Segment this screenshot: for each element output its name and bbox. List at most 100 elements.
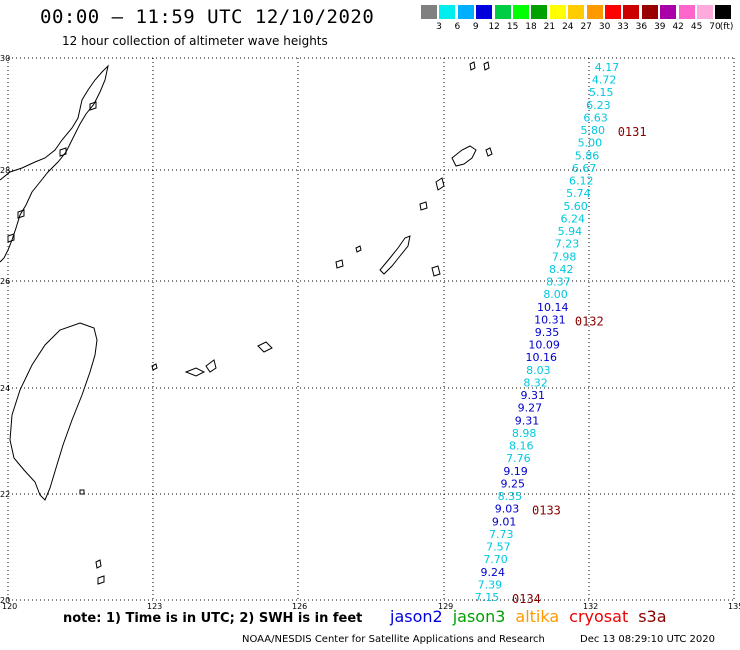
lon-tick-label: 123: [147, 602, 162, 611]
colorbar-swatch: [439, 5, 456, 19]
wave-height-label: 10.16: [526, 351, 558, 364]
colorbar-tick-label: 70: [709, 22, 721, 32]
lat-tick-label: 26: [0, 277, 10, 286]
coastlines: [0, 61, 493, 585]
wave-height-label: 5.86: [575, 149, 600, 162]
colorbar-tick-label: 45: [690, 22, 703, 32]
colorbar-tick-label: 12: [488, 22, 500, 32]
wave-height-label: 7.70: [483, 553, 508, 566]
wave-height-label: 7.57: [486, 541, 511, 554]
colorbar-swatch: [605, 5, 621, 19]
credit-text: NOAA/NESDIS Center for Satellite Applica…: [242, 634, 545, 645]
colorbar-tick-label: 9: [472, 22, 479, 32]
lon-tick-label: 120: [2, 602, 17, 611]
axis-labels: 120 123 126 129 132 135 30 28 26 24 22 20: [0, 54, 740, 611]
wave-height-label: 7.39: [478, 578, 503, 591]
island-j: [79, 489, 85, 495]
colorbar-swatch: [513, 5, 529, 19]
wave-height-label: 10.31: [534, 313, 566, 326]
pass-time-label: 0131: [618, 125, 647, 139]
island-c: [431, 265, 441, 277]
pass-time-label: 0132: [575, 314, 604, 328]
page-title: 00:00 – 11:59 UTC 12/10/2020: [40, 6, 375, 28]
colorbar-swatch: [549, 5, 566, 19]
colorbar-tick-label: 18: [525, 22, 537, 32]
ishigaki-island: [184, 367, 206, 377]
altimeter-track: 4.174.725.156.236.635.805.005.866.676.12…: [475, 61, 647, 606]
note-text: note: 1) Time is in UTC; 2) SWH is in fe…: [63, 611, 363, 626]
island-d: [469, 61, 476, 71]
colorbar-tick-label: 6: [454, 22, 461, 32]
wave-height-label: 7.15: [475, 591, 500, 604]
colorbar-swatch: [586, 5, 603, 19]
wave-height-label: 6.24: [560, 212, 585, 225]
colorbar-swatch: [641, 5, 658, 19]
island-h: [95, 559, 102, 569]
colorbar-swatch: [476, 5, 493, 19]
wave-height-label: 8.37: [546, 276, 571, 289]
wave-height-label: 6.12: [569, 175, 594, 188]
wave-height-label: 8.98: [512, 427, 537, 440]
lon-tick-label: 129: [438, 602, 453, 611]
satellite-legend-item: altika: [515, 607, 560, 626]
wave-height-label: 9.31: [515, 414, 540, 427]
colorbar-swatch: [678, 5, 695, 19]
island-e: [483, 61, 490, 71]
wave-height-label: 10.14: [537, 301, 569, 314]
island-f: [335, 259, 344, 269]
wave-height-label: 5.60: [563, 200, 588, 213]
colorbar-swatch: [494, 5, 511, 19]
wave-height-label: 9.01: [492, 515, 517, 528]
wave-height-label: 8.03: [526, 364, 551, 377]
colorbar-tick-label: 3: [436, 22, 442, 32]
lon-tick-label: 132: [583, 602, 598, 611]
colorbar-swatch: [697, 5, 713, 19]
iriomote-island: [205, 359, 217, 373]
wave-height-label: 6.23: [586, 99, 611, 112]
wave-height-label: 9.35: [535, 326, 560, 339]
wave-height-label: 6.63: [583, 111, 608, 124]
island-b: [485, 147, 493, 157]
wave-height-label: 9.19: [503, 465, 528, 478]
satellite-legend: jason2 jason3 altika cryosat s3a: [390, 607, 677, 626]
wave-height-label: 8.00: [543, 288, 568, 301]
lon-tick-label: 135: [728, 602, 740, 611]
colorbar-swatch: [531, 5, 548, 19]
satellite-legend-item: jason3: [452, 607, 506, 626]
satellite-legend-item: jason2: [390, 607, 443, 626]
wave-height-label: 8.16: [509, 440, 534, 453]
wave-height-label: 4.17: [595, 61, 620, 74]
colorbar-tick-label: 15: [506, 22, 519, 32]
china-coastline: [0, 64, 109, 263]
wave-height-label: 7.23: [555, 238, 580, 251]
okinawa-island: [379, 235, 411, 275]
lat-tick-label: 28: [0, 166, 10, 175]
lat-tick-label: 22: [0, 490, 10, 499]
colorbar-tick-label: 42: [672, 22, 684, 32]
colorbar-tick-label: 39: [654, 22, 666, 32]
island-a: [435, 177, 445, 191]
wave-height-label: 10.09: [528, 339, 560, 352]
tokunoshima-island: [419, 201, 428, 211]
colorbar-unit: (ft): [719, 22, 734, 32]
colorbar-swatch: [715, 5, 732, 19]
island-g: [355, 245, 362, 253]
lat-lon-grid: [7, 57, 735, 601]
colorbar-swatch: [568, 5, 585, 19]
colorbar-swatch: [623, 5, 640, 19]
wave-height-label: 7.98: [552, 250, 577, 263]
colorbar-swatch: [421, 5, 437, 19]
colorbar-tick-label: 21: [543, 22, 556, 32]
colorbar-tick-label: 27: [580, 22, 592, 32]
wave-height-label: 5.80: [580, 124, 605, 137]
wave-height-label: 6.67: [572, 162, 597, 175]
pass-time-label: 0133: [532, 504, 561, 518]
timestamp-text: Dec 13 08:29:10 UTC 2020: [580, 634, 715, 645]
taiwan-coastline: [9, 322, 98, 501]
wave-height-label: 5.74: [566, 187, 591, 200]
wave-height-label: 7.76: [506, 452, 531, 465]
satellite-legend-item: s3a: [638, 607, 667, 626]
lon-tick-label: 126: [292, 602, 307, 611]
colorbar-swatch: [457, 5, 474, 19]
wave-height-label: 9.31: [520, 389, 545, 402]
